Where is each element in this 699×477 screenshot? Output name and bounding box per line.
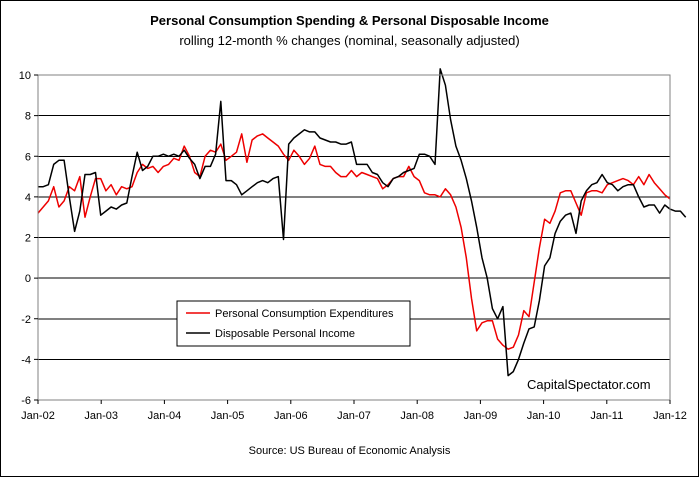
gridlines [38, 74, 670, 401]
y-tick-label: -4 [21, 354, 31, 366]
dpi-line [38, 68, 687, 377]
x-tick-label: Jan-07 [337, 410, 371, 422]
legend-label-pce: Personal Consumption Expenditures [215, 308, 394, 320]
x-tick-label: Jan-08 [400, 410, 434, 422]
y-tick-label: 0 [25, 273, 31, 285]
x-tick-label: Jan-03 [84, 410, 118, 422]
chart-title: Personal Consumption Spending & Personal… [150, 13, 549, 28]
x-axis-ticks: Jan-02 Jan-03 Jan-04 Jan-05 Jan-06 Jan-07 Jan-… [21, 400, 687, 422]
legend-label-dpi: Disposable Personal Income [215, 328, 355, 340]
watermark-text: CapitalSpectator.com [527, 377, 651, 392]
chart-subtitle: rolling 12-month % changes (nominal, sea… [179, 33, 520, 48]
x-tick-label: Jan-11 [590, 410, 623, 422]
plot-lines [37, 68, 687, 377]
y-tick-label: 10 [19, 70, 31, 82]
source-note: Source: US Bureau of Economic Analysis [248, 445, 451, 457]
y-axis-ticks: 10 8 6 4 2 0 -2 -4 -6 [19, 70, 38, 407]
x-tick-label: Jan-12 [653, 410, 687, 422]
y-tick-label: 8 [25, 111, 31, 123]
x-tick-label: Jan-09 [464, 410, 498, 422]
y-tick-label: -6 [21, 395, 31, 407]
y-tick-label: 4 [25, 192, 31, 204]
x-tick-label: Jan-04 [148, 410, 182, 422]
y-tick-label: 6 [25, 151, 31, 163]
x-tick-label: Jan-10 [527, 410, 561, 422]
x-tick-label: Jan-06 [274, 410, 308, 422]
x-tick-label: Jan-05 [211, 410, 245, 422]
legend: Personal Consumption Expenditures Dispos… [176, 300, 411, 347]
legend-box [176, 300, 411, 347]
y-tick-label: 2 [25, 233, 31, 245]
pce-line [37, 133, 671, 350]
x-tick-label: Jan-02 [21, 410, 55, 422]
y-tick-label: -2 [21, 314, 31, 326]
